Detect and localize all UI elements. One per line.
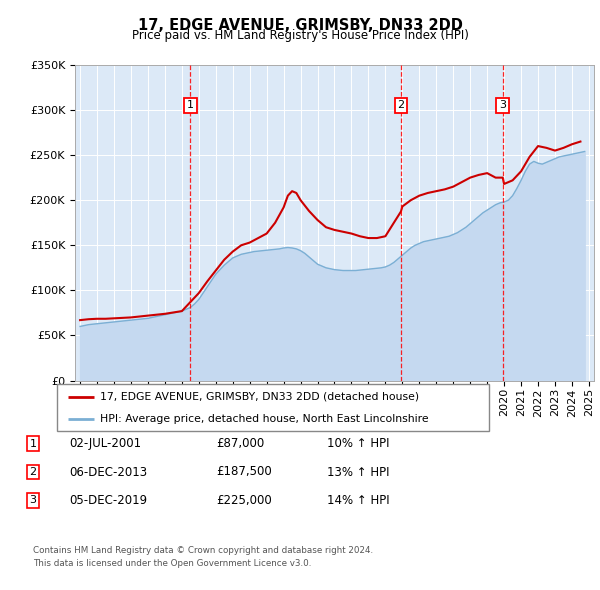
Text: 2: 2: [397, 100, 404, 110]
Text: 3: 3: [499, 100, 506, 110]
Text: £87,000: £87,000: [216, 437, 264, 450]
Text: 17, EDGE AVENUE, GRIMSBY, DN33 2DD: 17, EDGE AVENUE, GRIMSBY, DN33 2DD: [137, 18, 463, 32]
Text: Price paid vs. HM Land Registry's House Price Index (HPI): Price paid vs. HM Land Registry's House …: [131, 30, 469, 42]
Text: 17, EDGE AVENUE, GRIMSBY, DN33 2DD (detached house): 17, EDGE AVENUE, GRIMSBY, DN33 2DD (deta…: [100, 392, 419, 402]
Text: Contains HM Land Registry data © Crown copyright and database right 2024.: Contains HM Land Registry data © Crown c…: [33, 546, 373, 555]
Text: HPI: Average price, detached house, North East Lincolnshire: HPI: Average price, detached house, Nort…: [100, 414, 429, 424]
Text: 13% ↑ HPI: 13% ↑ HPI: [327, 466, 389, 478]
Text: 06-DEC-2013: 06-DEC-2013: [69, 466, 147, 478]
Text: £187,500: £187,500: [216, 466, 272, 478]
Text: £225,000: £225,000: [216, 494, 272, 507]
Text: This data is licensed under the Open Government Licence v3.0.: This data is licensed under the Open Gov…: [33, 559, 311, 568]
Text: 3: 3: [29, 496, 37, 505]
Text: 14% ↑ HPI: 14% ↑ HPI: [327, 494, 389, 507]
Text: 02-JUL-2001: 02-JUL-2001: [69, 437, 141, 450]
Text: 1: 1: [29, 439, 37, 448]
Text: 10% ↑ HPI: 10% ↑ HPI: [327, 437, 389, 450]
Text: 05-DEC-2019: 05-DEC-2019: [69, 494, 147, 507]
Text: 2: 2: [29, 467, 37, 477]
Text: 1: 1: [187, 100, 194, 110]
